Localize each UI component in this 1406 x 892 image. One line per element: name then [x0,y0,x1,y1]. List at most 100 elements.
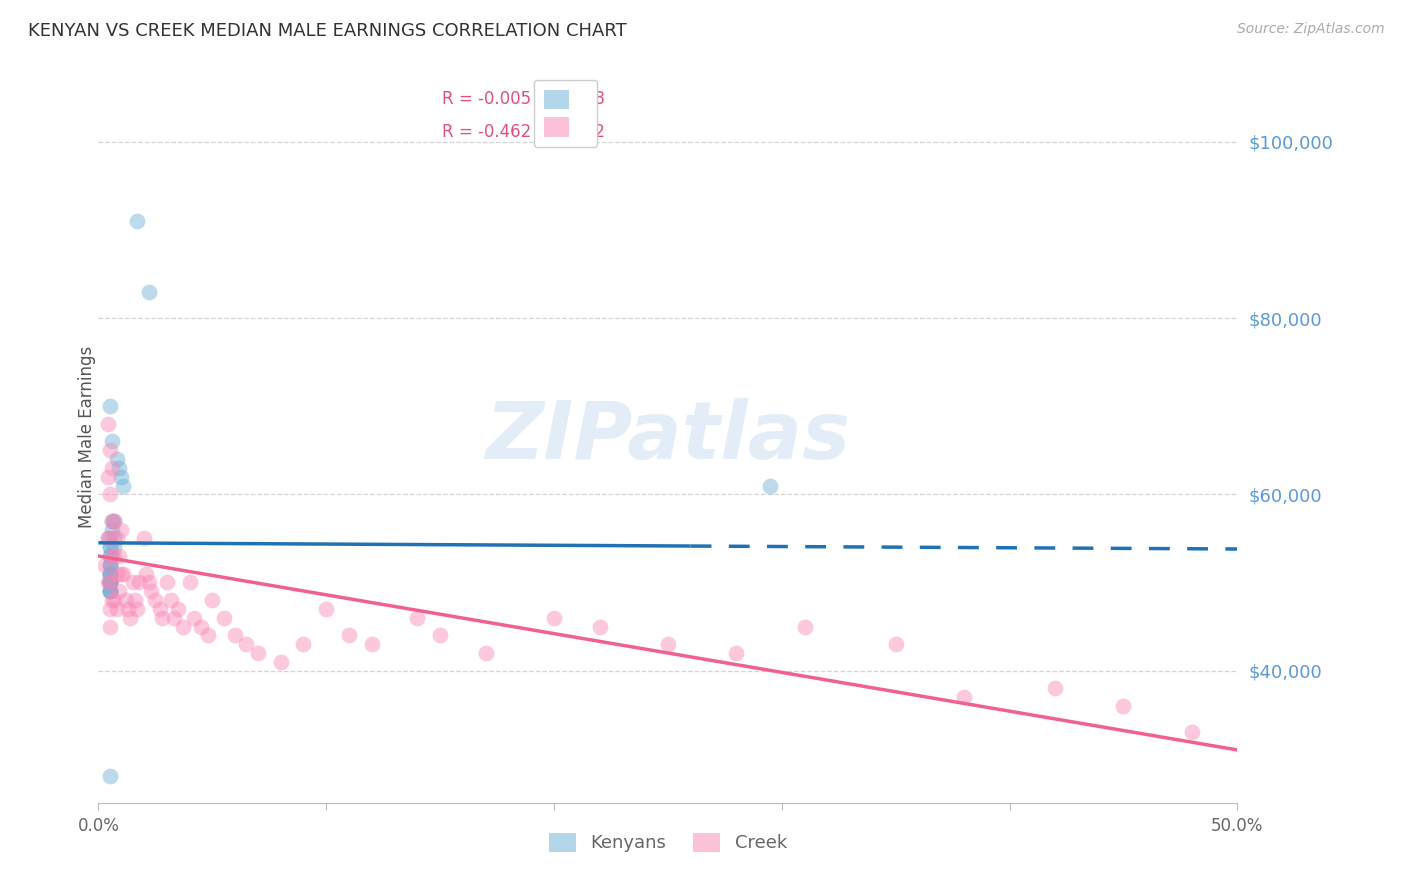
Point [98,566,121,581]
Point [235,637,257,651]
Text: Source: ZipAtlas.com: Source: ZipAtlas.com [1237,22,1385,37]
Point [149,602,172,616]
Point [105,566,128,581]
Point [103,514,125,528]
Point [212,611,235,625]
Point [98,575,121,590]
Point [96,575,118,590]
Point [112,478,135,492]
Point [406,611,429,625]
Point [101,523,124,537]
Text: R = -0.005   N = 38: R = -0.005 N = 38 [443,90,605,108]
Point [360,637,382,651]
Point [793,619,815,633]
Point [98,584,121,599]
Point [197,628,219,642]
Point [132,532,155,546]
Point [110,469,132,483]
Point [127,214,149,228]
Point [138,285,160,299]
Point [114,593,136,607]
Point [101,461,124,475]
Point [172,619,194,633]
Point [98,575,121,590]
Point [179,575,201,590]
Point [101,434,124,449]
Point [103,540,125,554]
Point [201,593,224,607]
Point [120,611,142,625]
Point [105,602,128,616]
Point [98,575,121,590]
Point [128,575,150,590]
Point [139,584,162,599]
Point [124,593,146,607]
Point [108,584,131,599]
Point [112,566,135,581]
Point [138,575,160,590]
Point [98,558,121,572]
Point [315,602,337,616]
Point [98,540,121,554]
Point [98,558,121,572]
Point [474,646,496,660]
Point [150,611,173,625]
Point [588,619,610,633]
Point [96,532,118,546]
Point [101,593,124,607]
Point [105,452,128,467]
Point [94,558,117,572]
Point [543,611,565,625]
Point [96,532,118,546]
Point [98,566,121,581]
Point [105,532,128,546]
Point [1043,681,1066,696]
Point [98,575,121,590]
Point [98,487,121,501]
Point [110,523,132,537]
Legend: Kenyans, Creek: Kenyans, Creek [541,826,794,860]
Point [101,549,124,563]
Text: KENYAN VS CREEK MEDIAN MALE EARNINGS CORRELATION CHART: KENYAN VS CREEK MEDIAN MALE EARNINGS COR… [28,22,627,40]
Point [183,611,205,625]
Point [190,619,212,633]
Point [98,566,121,581]
Point [98,602,121,616]
Point [145,593,167,607]
Point [337,628,360,642]
Point [127,602,149,616]
Point [110,566,132,581]
Point [96,417,118,431]
Point [156,575,179,590]
Point [953,690,976,704]
Point [98,584,121,599]
Point [759,478,782,492]
Point [98,575,121,590]
Point [103,593,125,607]
Point [224,628,246,642]
Point [108,549,131,563]
Point [98,540,121,554]
Point [884,637,907,651]
Point [98,769,121,783]
Point [1112,698,1135,713]
Point [429,628,451,642]
Point [246,646,269,660]
Point [98,619,121,633]
Text: ZIPatlas: ZIPatlas [485,398,851,476]
Point [98,575,121,590]
Point [98,443,121,458]
Point [98,575,121,590]
Point [98,584,121,599]
Point [725,646,748,660]
Point [103,532,125,546]
Point [101,514,124,528]
Point [98,566,121,581]
Point [96,469,118,483]
Point [98,532,121,546]
Point [1181,725,1204,739]
Point [135,566,157,581]
Point [117,602,139,616]
Point [121,575,143,590]
Point [270,655,292,669]
